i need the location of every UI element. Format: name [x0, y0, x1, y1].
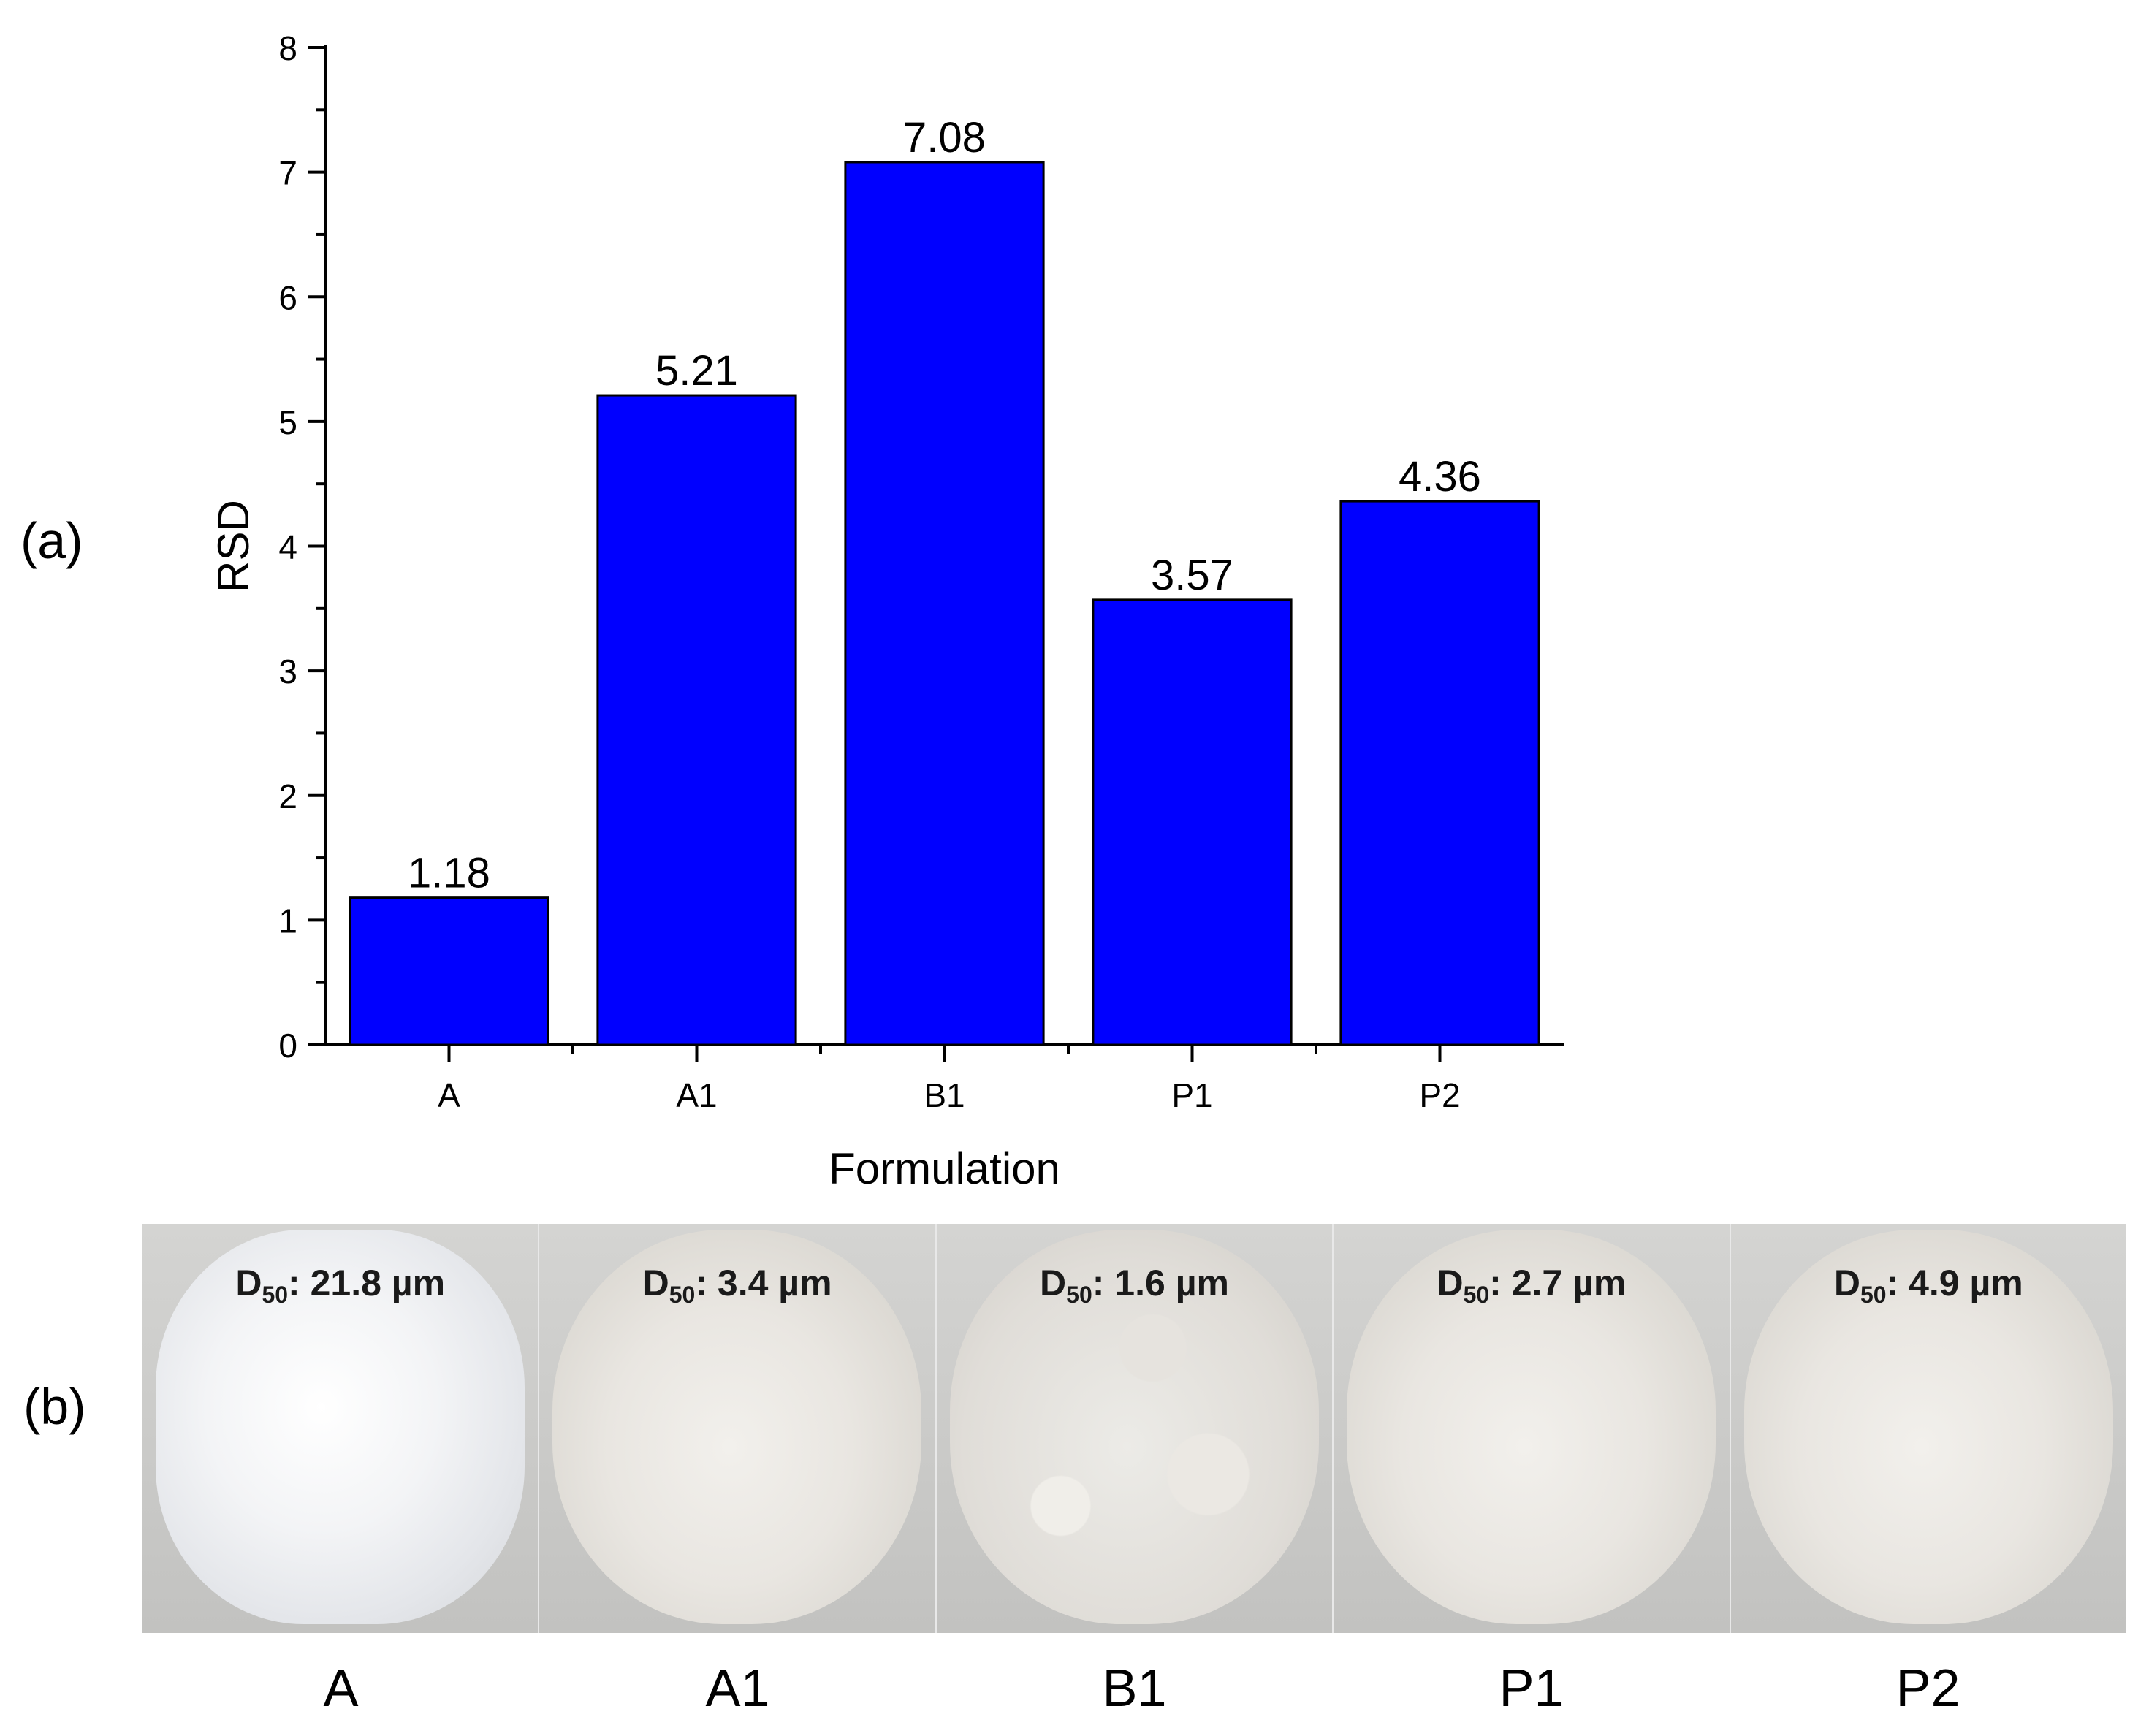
bar-chart: 0 1 2 3 4 5 6 7 8 A 1.18 A1 5.21 B1 7.08 P1 3.57 P2 4.36 Fo…: [209, 29, 1564, 1193]
y-tick-label: 3: [278, 652, 297, 690]
powder-photo-a: D50: 21.8 µm: [142, 1224, 539, 1633]
powder-photo-strip: D50: 21.8 µm D50: 3.4 µm D50: 1.6 µm D50…: [142, 1224, 2127, 1633]
data-label: 3.57: [1151, 552, 1233, 599]
powder-photo-a1: D50: 3.4 µm: [538, 1224, 935, 1633]
d50-annotation: D50: 1.6 µm: [1040, 1263, 1229, 1308]
d50-annotation: D50: 3.4 µm: [642, 1263, 832, 1308]
photo-label-a1: A1: [705, 1659, 770, 1718]
data-label: 1.18: [408, 850, 490, 897]
panel-label-a: (a): [20, 512, 83, 569]
x-tick-label: P1: [1171, 1076, 1212, 1114]
x-tick-label: P2: [1419, 1076, 1460, 1114]
d50-annotation: D50: 21.8 µm: [235, 1263, 446, 1308]
powder-photo-p1: D50: 2.7 µm: [1332, 1224, 1730, 1633]
bar-p1: [1092, 598, 1293, 1046]
bar-a: [349, 896, 549, 1046]
bar-b1: [844, 161, 1045, 1046]
data-label: 5.21: [655, 347, 738, 395]
photo-label-p1: P1: [1499, 1659, 1564, 1718]
x-tick-label: A1: [676, 1076, 717, 1114]
y-tick-label: 4: [278, 528, 297, 566]
y-tick-label: 2: [278, 777, 297, 815]
bar-p2: [1339, 500, 1540, 1046]
powder-photo-b1: D50: 1.6 µm: [935, 1224, 1333, 1633]
photo-label-p2: P2: [1895, 1659, 1960, 1718]
d50-annotation: D50: 4.9 µm: [1833, 1263, 2023, 1308]
powder-sample-image: [949, 1230, 1319, 1624]
data-label: 7.08: [903, 114, 986, 161]
y-tick-label: 7: [278, 154, 297, 192]
powder-photo-p2: D50: 4.9 µm: [1729, 1224, 2127, 1633]
photo-labels: A A1 B1 P1 P2: [142, 1659, 2126, 1724]
y-tick-label: 8: [278, 29, 297, 67]
panel-label-b: (b): [23, 1378, 86, 1435]
data-label: 4.36: [1399, 453, 1481, 500]
x-tick-label: B1: [924, 1076, 965, 1114]
powder-sample-image: [1347, 1230, 1716, 1624]
powder-sample-image: [552, 1230, 922, 1624]
powder-sample-image: [156, 1230, 525, 1624]
y-tick-label: 0: [278, 1027, 297, 1065]
photo-label-a: A: [323, 1659, 359, 1718]
x-axis-title: Formulation: [829, 1144, 1060, 1193]
bar-a1: [596, 394, 797, 1046]
powder-sample-image: [1743, 1230, 2113, 1624]
photo-label-b1: B1: [1102, 1659, 1167, 1718]
x-tick-label: A: [438, 1076, 460, 1114]
y-axis-title: RSD: [209, 500, 258, 593]
y-tick-label: 6: [278, 278, 297, 316]
y-tick-label: 5: [278, 403, 297, 441]
d50-annotation: D50: 2.7 µm: [1437, 1263, 1627, 1308]
y-tick-label: 1: [278, 902, 297, 940]
